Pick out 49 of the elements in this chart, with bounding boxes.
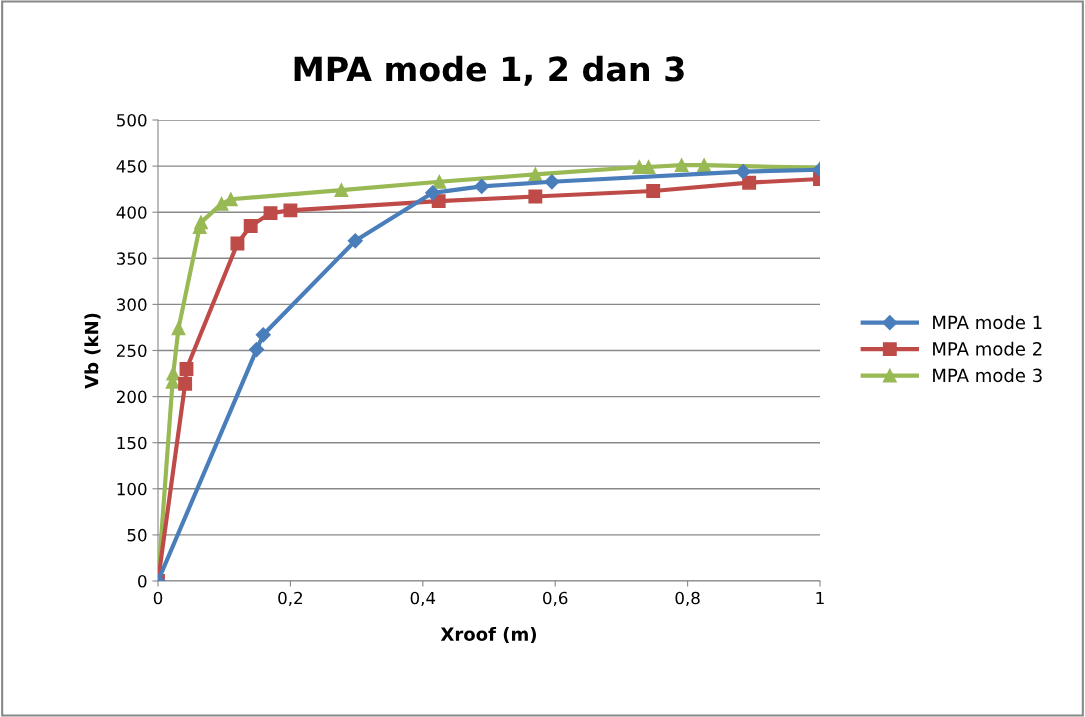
y-tick-label: 100 bbox=[117, 482, 147, 496]
y-tick-label: 500 bbox=[117, 113, 147, 127]
point bbox=[425, 185, 441, 201]
point bbox=[255, 327, 271, 343]
point bbox=[697, 158, 712, 173]
point bbox=[223, 192, 238, 207]
legend-label: MPA mode 1 bbox=[933, 315, 1042, 330]
y-tick-label: 450 bbox=[116, 160, 147, 173]
x-tick-label: 0,2 bbox=[278, 591, 302, 607]
point bbox=[166, 366, 181, 381]
x-tick-label: 0,6 bbox=[543, 591, 568, 607]
point bbox=[474, 178, 490, 194]
point bbox=[249, 342, 265, 358]
point bbox=[432, 174, 447, 189]
point bbox=[334, 183, 349, 198]
y-tick-label: 300 bbox=[117, 298, 147, 311]
x-tick-label: 1 bbox=[816, 591, 824, 605]
point bbox=[179, 361, 194, 376]
point bbox=[178, 376, 193, 391]
y-tick-label: 250 bbox=[116, 344, 147, 358]
y-tick-label: 200 bbox=[116, 390, 147, 404]
x-axis-title: Xroof (m) bbox=[440, 626, 536, 644]
y-tick-label: 50 bbox=[127, 528, 147, 542]
point bbox=[528, 167, 543, 182]
point bbox=[230, 236, 245, 251]
point bbox=[194, 215, 208, 230]
point bbox=[674, 158, 689, 173]
point bbox=[243, 219, 258, 233]
x-tick-label: 0,8 bbox=[675, 591, 700, 607]
y-tick-label: 150 bbox=[117, 436, 147, 450]
y-tick-label: 400 bbox=[116, 206, 147, 219]
legend-label: MPA mode 2 bbox=[933, 341, 1042, 356]
point bbox=[742, 175, 757, 190]
point bbox=[528, 189, 543, 204]
x-tick-label: 0,4 bbox=[410, 591, 436, 607]
point bbox=[283, 203, 298, 218]
y-tick-label: 0 bbox=[138, 574, 147, 588]
point bbox=[347, 233, 363, 249]
y-axis-title: Vb (kN) bbox=[84, 313, 101, 389]
point bbox=[544, 174, 560, 190]
point bbox=[735, 164, 751, 180]
point bbox=[646, 184, 661, 198]
y-tick-label: 350 bbox=[117, 252, 147, 265]
point bbox=[171, 321, 186, 336]
point bbox=[214, 196, 229, 211]
point bbox=[263, 206, 278, 221]
legend-label: MPA mode 3 bbox=[933, 368, 1042, 383]
chart-title: MPA mode 1, 2 dan 3 bbox=[294, 55, 684, 86]
x-tick-label: 0 bbox=[153, 591, 163, 605]
